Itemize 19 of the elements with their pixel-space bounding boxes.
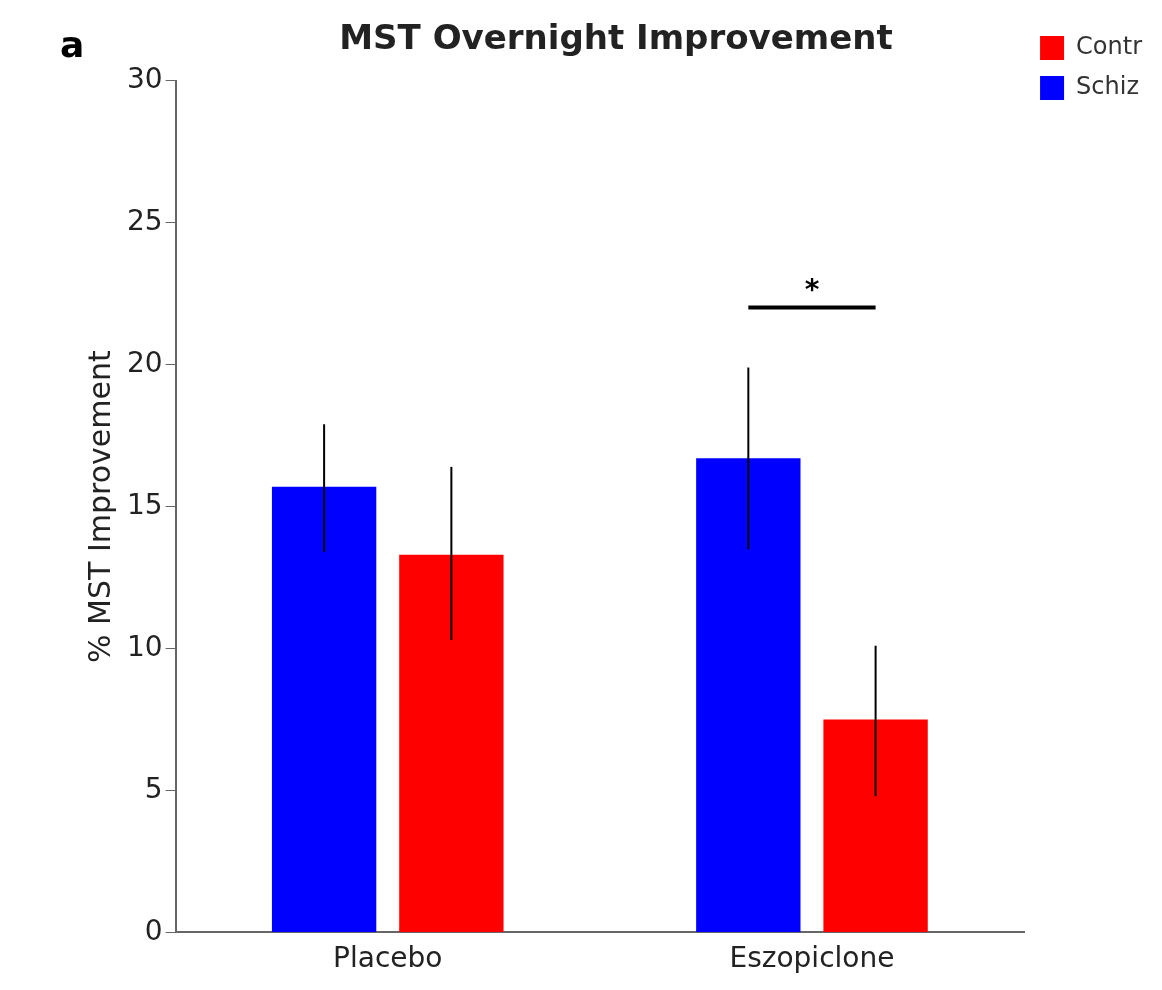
bar [696, 458, 801, 932]
y-tick-label: 20 [126, 345, 163, 379]
y-tick-label: 25 [126, 204, 163, 238]
y-tick-label: 15 [126, 487, 163, 521]
legend-label: Contr [1076, 32, 1143, 61]
y-tick-label: 0 [144, 913, 163, 947]
bar [399, 554, 504, 932]
y-tick-label: 5 [144, 771, 163, 805]
x-tick-label: Eszopiclone [729, 941, 895, 975]
y-axis-title: % MST Improvement [81, 350, 117, 663]
chart-title: MST Overnight Improvement [339, 17, 893, 58]
y-tick-label: 30 [126, 62, 163, 96]
x-tick-label: Placebo [333, 941, 443, 975]
text: a [60, 24, 85, 66]
legend-label: Schiz [1076, 72, 1139, 101]
annotation: * [804, 272, 820, 306]
y-tick-label: 10 [126, 629, 163, 663]
bar [271, 486, 377, 932]
bar [823, 719, 928, 932]
